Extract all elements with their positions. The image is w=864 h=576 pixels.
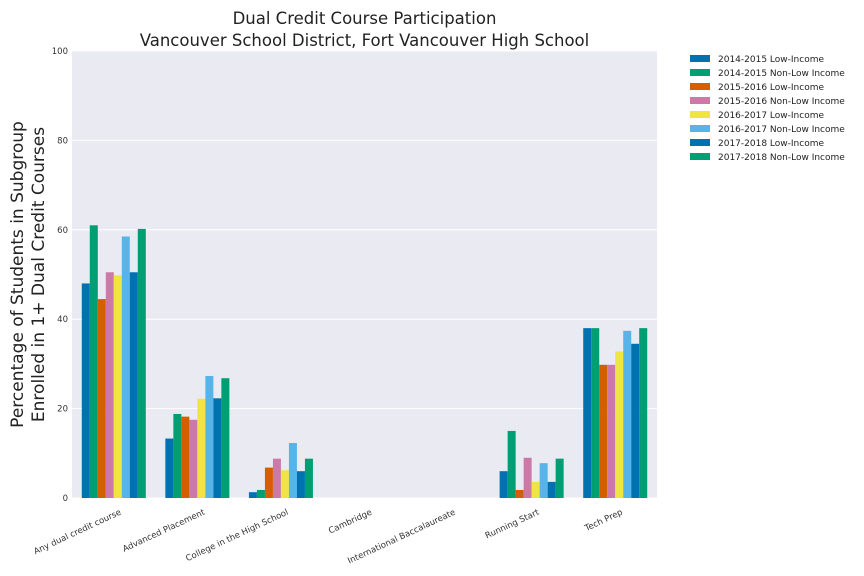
bar bbox=[499, 471, 508, 498]
legend-entry: 2016-2017 Low-Income bbox=[718, 111, 824, 121]
y-tick-label: 20 bbox=[57, 405, 68, 415]
bar bbox=[256, 489, 265, 498]
legend-swatch bbox=[690, 153, 710, 160]
bar bbox=[165, 438, 174, 498]
y-tick-label: 0 bbox=[63, 494, 68, 504]
legend-entry: 2017-2018 Low-Income bbox=[718, 139, 824, 149]
bar bbox=[599, 364, 608, 498]
bar bbox=[113, 275, 122, 498]
y-tick-label: 40 bbox=[57, 315, 68, 325]
legend: 2014-2015 Low-Income 2014-2015 Non-Low In… bbox=[690, 55, 845, 163]
bar bbox=[539, 463, 548, 498]
y-tick-label: 80 bbox=[57, 136, 68, 146]
y-axis-label-line-2: Enrolled in 1+ Dual Credit Courses bbox=[29, 127, 49, 422]
x-tick-label: Advanced Placement bbox=[121, 507, 207, 554]
bar bbox=[89, 225, 98, 498]
bar bbox=[615, 351, 624, 498]
bar bbox=[173, 413, 182, 498]
chart-title-line-1: Dual Credit Course Participation bbox=[233, 9, 497, 28]
y-axis-label: Percentage of Students in Subgroup Enrol… bbox=[8, 121, 49, 428]
bar bbox=[523, 457, 532, 498]
bar bbox=[121, 236, 130, 498]
legend-swatch bbox=[690, 97, 710, 104]
bar bbox=[248, 492, 257, 498]
bar bbox=[296, 471, 305, 498]
bar bbox=[197, 398, 206, 498]
legend-entry: 2014-2015 Low-Income bbox=[718, 55, 824, 65]
x-tick-label: Cambridge bbox=[327, 508, 374, 537]
bar bbox=[607, 364, 616, 498]
bar bbox=[272, 458, 281, 498]
bar bbox=[515, 489, 524, 498]
bar bbox=[105, 272, 114, 498]
y-axis-label-line-1: Percentage of Students in Subgroup bbox=[8, 121, 28, 428]
bar bbox=[631, 343, 640, 498]
legend-entry: 2014-2015 Non-Low Income bbox=[718, 69, 845, 79]
legend-swatch bbox=[690, 55, 710, 62]
bar bbox=[221, 378, 230, 498]
bar bbox=[591, 328, 600, 498]
bar bbox=[531, 481, 540, 498]
bar bbox=[288, 443, 297, 498]
chart-title-line-2: Vancouver School District, Fort Vancouve… bbox=[140, 31, 590, 50]
plot-area bbox=[72, 51, 657, 498]
x-tick-label: Any dual credit course bbox=[32, 508, 123, 557]
bar bbox=[623, 330, 632, 498]
bars bbox=[81, 225, 648, 498]
legend-entry: 2015-2016 Non-Low Income bbox=[718, 97, 845, 107]
bar bbox=[81, 283, 90, 498]
bar bbox=[639, 328, 648, 498]
y-tick-label: 100 bbox=[52, 47, 68, 57]
legend-swatch bbox=[690, 111, 710, 118]
legend-entry: 2017-2018 Non-Low Income bbox=[718, 153, 845, 163]
bar bbox=[137, 228, 146, 498]
bar bbox=[583, 328, 592, 498]
bar bbox=[213, 398, 222, 498]
x-tick-label: Tech Prep bbox=[583, 508, 625, 535]
y-tick-label: 60 bbox=[57, 226, 68, 236]
legend-swatch bbox=[690, 69, 710, 76]
bar bbox=[97, 299, 106, 498]
bar bbox=[181, 416, 190, 498]
bar bbox=[304, 458, 313, 498]
legend-swatch bbox=[690, 83, 710, 90]
bar bbox=[280, 470, 289, 498]
legend-swatch bbox=[690, 139, 710, 146]
bar bbox=[205, 375, 214, 498]
bar bbox=[507, 430, 516, 498]
legend-entry: 2016-2017 Non-Low Income bbox=[718, 125, 845, 135]
y-tick-labels: 0 20 40 60 80 100 bbox=[52, 47, 68, 504]
bar bbox=[129, 272, 138, 498]
legend-swatch bbox=[690, 125, 710, 132]
legend-entry: 2015-2016 Low-Income bbox=[718, 83, 824, 93]
x-tick-label: Running Start bbox=[484, 507, 542, 541]
bar bbox=[547, 481, 556, 498]
bar bbox=[264, 467, 273, 498]
bar bbox=[189, 419, 198, 498]
bar bbox=[555, 458, 564, 498]
